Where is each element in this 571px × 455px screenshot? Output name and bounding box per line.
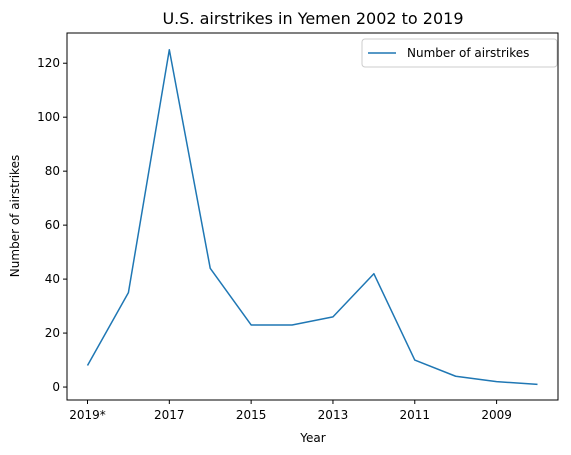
- y-tick-label: 100: [37, 110, 60, 124]
- y-tick-label: 0: [52, 380, 60, 394]
- plot-frame: [66, 32, 559, 401]
- plot-area: [66, 32, 559, 401]
- y-tick-label: 80: [45, 164, 60, 178]
- y-tick-label: 120: [37, 56, 60, 70]
- y-tick-label: 40: [45, 272, 60, 286]
- legend-box: [361, 38, 558, 68]
- x-axis-ticks: 2019* 2017 2015 2013 2011 2009: [69, 400, 512, 422]
- x-axis-label: Year: [299, 431, 325, 445]
- legend-entry-label: Number of airstrikes: [407, 46, 529, 60]
- x-tick-label: 2019*: [69, 408, 106, 422]
- y-axis-ticks: 0 20 40 60 80 100 120: [37, 56, 67, 394]
- x-tick-label: 2009: [481, 408, 512, 422]
- x-tick-label: 2013: [318, 408, 349, 422]
- y-axis-label: Number of airstrikes: [8, 155, 22, 277]
- x-tick-label: 2011: [399, 408, 430, 422]
- x-tick-label: 2017: [154, 408, 185, 422]
- chart-title: U.S. airstrikes in Yemen 2002 to 2019: [162, 9, 463, 28]
- series-line-0: [86, 48, 538, 386]
- y-tick-label: 60: [45, 218, 60, 232]
- x-tick-label: 2015: [236, 408, 267, 422]
- y-tick-label: 20: [45, 326, 60, 340]
- legend: Number of airstrikes: [361, 38, 558, 68]
